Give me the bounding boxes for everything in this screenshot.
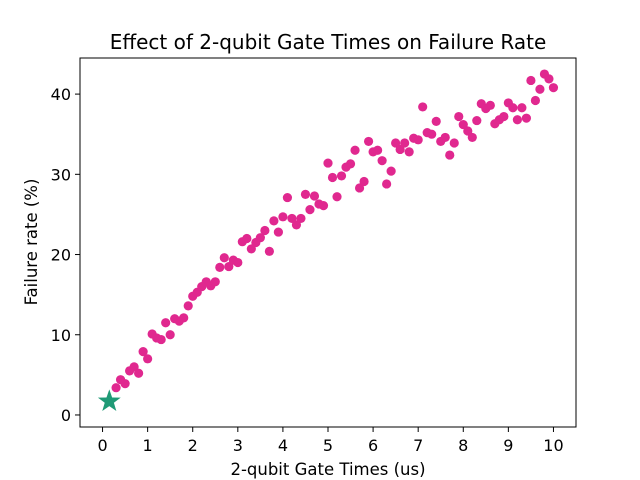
x-tick-label: 4 [278, 436, 288, 455]
y-tick-label: 30 [51, 165, 71, 184]
data-point [458, 119, 468, 130]
data-point [386, 166, 396, 176]
x-tick-label: 8 [458, 436, 468, 455]
data-point [264, 246, 274, 256]
data-point [183, 301, 193, 311]
data-point [210, 277, 220, 287]
y-tick-label: 40 [51, 85, 71, 104]
data-point [521, 113, 532, 123]
x-tick-label: 3 [233, 436, 243, 455]
y-tick-label: 0 [61, 406, 71, 425]
data-point [120, 379, 130, 389]
data-points [97, 69, 559, 412]
data-point [233, 257, 243, 268]
data-point [219, 253, 229, 263]
data-point [291, 220, 302, 230]
x-tick-label: 2 [188, 436, 198, 455]
data-point [143, 354, 153, 364]
data-point [332, 192, 342, 202]
data-point [165, 330, 175, 340]
data-point [499, 111, 509, 122]
data-point [530, 95, 541, 106]
data-point [350, 145, 360, 155]
data-point [336, 171, 347, 181]
data-point [445, 150, 455, 160]
data-point [463, 126, 473, 136]
data-point [296, 213, 306, 224]
data-point [179, 313, 189, 323]
data-point [215, 262, 225, 272]
data-point [395, 144, 405, 155]
data-point [544, 74, 554, 84]
data-point [260, 225, 270, 236]
data-point [535, 84, 545, 94]
data-point [413, 135, 423, 145]
data-point [345, 159, 356, 169]
data-point [363, 136, 374, 147]
data-point [485, 100, 495, 110]
data-point [467, 132, 477, 143]
data-point [282, 192, 293, 203]
data-point [404, 147, 414, 157]
x-tick-label: 0 [97, 436, 107, 455]
data-point [512, 115, 522, 125]
data-point [359, 176, 369, 187]
data-point [242, 233, 252, 244]
y-tick-label: 10 [51, 326, 71, 345]
x-axis: 0 1 2 3 4 5 6 7 8 9 10 [97, 427, 564, 455]
data-point [300, 189, 311, 199]
data-point [508, 103, 518, 113]
data-point [305, 205, 315, 215]
data-point [449, 138, 459, 148]
data-point [129, 362, 139, 372]
x-axis-label: 2-qubit Gate Times (us) [230, 460, 425, 479]
data-point [418, 102, 428, 112]
chart-title: Effect of 2-qubit Gate Times on Failure … [110, 30, 547, 54]
y-axis: 0 10 20 30 40 [51, 85, 80, 425]
data-point [246, 244, 256, 254]
data-point [454, 111, 464, 122]
data-point [400, 138, 410, 148]
data-point [548, 83, 559, 93]
data-point [472, 115, 482, 126]
data-point [373, 145, 383, 155]
data-point [382, 179, 392, 189]
data-point [391, 138, 401, 148]
data-point [309, 191, 320, 201]
data-point [526, 75, 536, 86]
data-point [327, 172, 338, 183]
data-point [287, 213, 297, 224]
data-point [269, 216, 279, 226]
x-tick-label: 5 [323, 436, 333, 455]
x-tick-label: 10 [543, 436, 563, 455]
data-point [161, 318, 171, 328]
data-point [431, 116, 441, 126]
data-point [427, 129, 437, 139]
data-point [134, 368, 144, 378]
x-tick-label: 6 [368, 436, 378, 455]
data-point [278, 212, 288, 222]
x-tick-label: 7 [413, 436, 423, 455]
data-point [138, 346, 148, 357]
data-point [318, 201, 329, 211]
data-point [440, 132, 450, 143]
data-point [377, 156, 387, 166]
data-point [323, 158, 333, 168]
star-marker [97, 389, 121, 412]
data-point [255, 233, 265, 243]
data-point [156, 334, 166, 345]
data-point [517, 103, 527, 113]
x-tick-label: 1 [143, 436, 153, 455]
data-point [354, 183, 365, 193]
y-tick-label: 20 [51, 246, 71, 265]
x-tick-label: 9 [503, 436, 513, 455]
data-point [224, 261, 234, 272]
y-axis-label: Failure rate (%) [22, 179, 41, 306]
data-point [273, 227, 283, 237]
data-point [111, 383, 121, 393]
